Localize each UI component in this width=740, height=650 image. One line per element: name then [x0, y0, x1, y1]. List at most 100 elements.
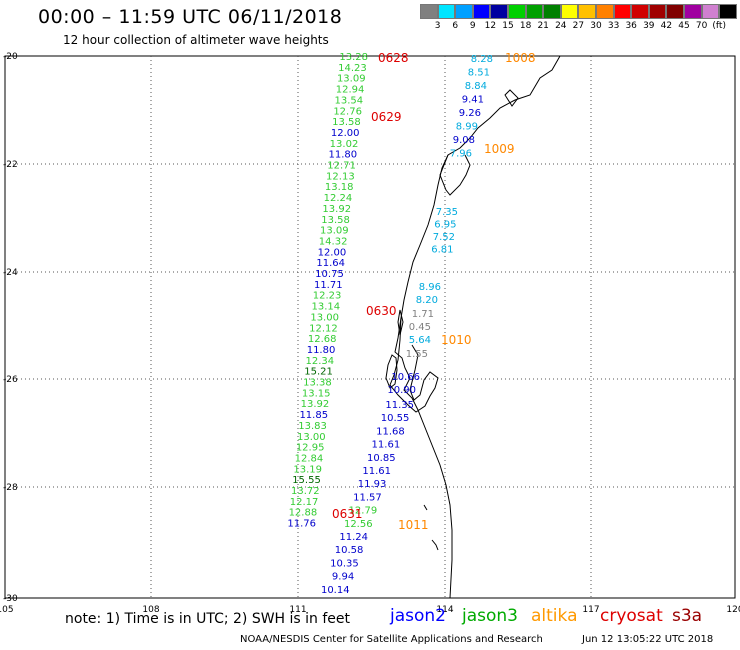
lat-label: -22	[3, 160, 18, 170]
legend-swatch	[490, 4, 508, 19]
legend-swatches	[420, 4, 737, 19]
legend-label: 15	[502, 21, 514, 31]
swh-value-west: 12.17	[290, 497, 319, 508]
swh-value-lower: 10.58	[335, 545, 364, 556]
lon-label: 111	[289, 605, 306, 615]
swh-value-west: 11.85	[299, 410, 328, 421]
swh-value-lower: 10.14	[321, 585, 350, 596]
swh-value-west: 13.92	[322, 204, 351, 215]
ningaloo-cape	[439, 154, 471, 196]
swh-value-west: 12.12	[309, 323, 338, 334]
swh-value-west: 13.18	[325, 182, 354, 193]
swh-value-west: 12.24	[324, 193, 353, 204]
swh-value-west: 11.80	[328, 150, 357, 161]
swh-value-west: 14.23	[338, 63, 367, 74]
swh-value-west: 13.72	[291, 486, 320, 497]
legend-label: (ft)	[712, 21, 726, 31]
bernier-island	[397, 309, 404, 336]
swh-value-sharkbay: 10.90	[387, 385, 416, 396]
swh-value-west: 14.32	[319, 236, 348, 247]
swh-value-west: 12.34	[305, 356, 334, 367]
legend-label: 36	[625, 21, 637, 31]
swh-value-west: 13.00	[297, 432, 326, 443]
swh-value-west: 13.00	[310, 312, 339, 323]
legend-label: 70	[695, 21, 708, 31]
legend-label: 33	[607, 21, 620, 31]
swh-value-west: 12.71	[327, 161, 356, 172]
legend-label: 24	[555, 21, 567, 31]
swh-value-west: 15.55	[292, 475, 321, 486]
swh-value-lower: 10.35	[330, 558, 359, 569]
legend-label: 39	[643, 21, 655, 31]
swh-value-east: 9.26	[459, 108, 481, 119]
barrow-island	[504, 89, 519, 107]
legend-swatch	[578, 4, 596, 19]
swh-value-sharkbay: 8.20	[416, 295, 438, 306]
swh-value-sharkbay: 8.96	[419, 282, 441, 293]
swh-value-lower: 11.35	[385, 400, 414, 411]
swh-value-west: 13.14	[312, 302, 341, 313]
swh-value-mid: 6.95	[434, 220, 456, 231]
pass-time-tag: 0628	[378, 51, 409, 65]
swh-value-west: 13.58	[321, 215, 350, 226]
swh-value-lower: 10.55	[381, 413, 410, 424]
swh-value-lower: 11.93	[358, 479, 387, 490]
mainland-coast	[394, 55, 735, 599]
swh-value-lower: 12.56	[344, 519, 373, 530]
lon-label: 108	[142, 605, 159, 615]
swh-value-west: 12.68	[308, 334, 337, 345]
abrolhos-islands	[423, 504, 439, 551]
legend-label: 18	[519, 21, 532, 31]
swh-value-west: 12.00	[318, 247, 347, 258]
lat-label: -30	[3, 594, 18, 604]
swh-value-west: 12.23	[313, 291, 342, 302]
lat-label: -28	[3, 483, 18, 493]
legend-swatch	[719, 4, 737, 19]
legend-swatch	[543, 4, 561, 19]
swh-value-west: 13.28	[339, 52, 368, 63]
legend-swatch	[631, 4, 649, 19]
pass-time-tag: 1008	[505, 51, 536, 65]
legend-label: 9	[469, 21, 476, 31]
swh-value-west: 13.54	[335, 95, 364, 106]
map-subtitle: 12 hour collection of altimeter wave hei…	[63, 33, 329, 47]
lon-label: 120	[726, 605, 740, 615]
swh-value-west: 13.19	[293, 464, 322, 475]
lon-label: 117	[582, 605, 599, 615]
legend-label: 30	[590, 21, 602, 31]
legend-swatch	[701, 4, 720, 19]
map-title: 00:00 – 11:59 UTC 06/11/2018	[38, 6, 343, 28]
satellite-s3a: s3a	[672, 606, 703, 626]
swh-value-lower: 11.68	[376, 426, 405, 437]
legend-label: 42	[660, 21, 673, 31]
swh-value-lower: 11.57	[353, 492, 382, 503]
swh-value-west: 10.75	[315, 269, 344, 280]
legend-label: 12	[484, 21, 497, 31]
swh-value-mid: 7.52	[433, 232, 455, 243]
timestamp: Jun 12 13:05:22 UTC 2018	[582, 634, 714, 645]
legend-swatch	[437, 4, 456, 19]
legend-swatch	[420, 4, 438, 19]
credit: NOAA/NESDIS Center for Satellite Applica…	[240, 634, 543, 645]
swh-value-west: 13.09	[337, 74, 366, 85]
legend-label: 6	[452, 21, 459, 31]
swh-value-east: 8.51	[468, 68, 490, 79]
swh-value-east: 8.28	[471, 54, 493, 65]
legend-swatch	[666, 4, 684, 19]
swh-value-west: 13.83	[298, 421, 327, 432]
legend-swatch	[595, 4, 614, 19]
legend-swatch	[455, 4, 473, 19]
pass-time-tag: 0629	[371, 110, 402, 124]
satellite-jason3: jason3	[462, 606, 518, 626]
swh-value-east: 7.96	[450, 149, 472, 160]
swh-value-lower: 10.85	[367, 453, 396, 464]
swh-value-west: 15.21	[304, 367, 333, 378]
legend-swatch	[648, 4, 667, 19]
pass-time-tag: 1009	[484, 142, 515, 156]
swh-value-west: 11.76	[287, 519, 316, 530]
swh-value-west: 11.71	[314, 280, 343, 291]
pass-time-tag: 1011	[398, 518, 429, 532]
swh-value-lower: 12.79	[349, 506, 378, 517]
axis-labels: -20 -22 -24 -26 -28 -30105 108 111 114 117 120	[0, 52, 740, 615]
swh-value-west: 12.76	[333, 106, 362, 117]
